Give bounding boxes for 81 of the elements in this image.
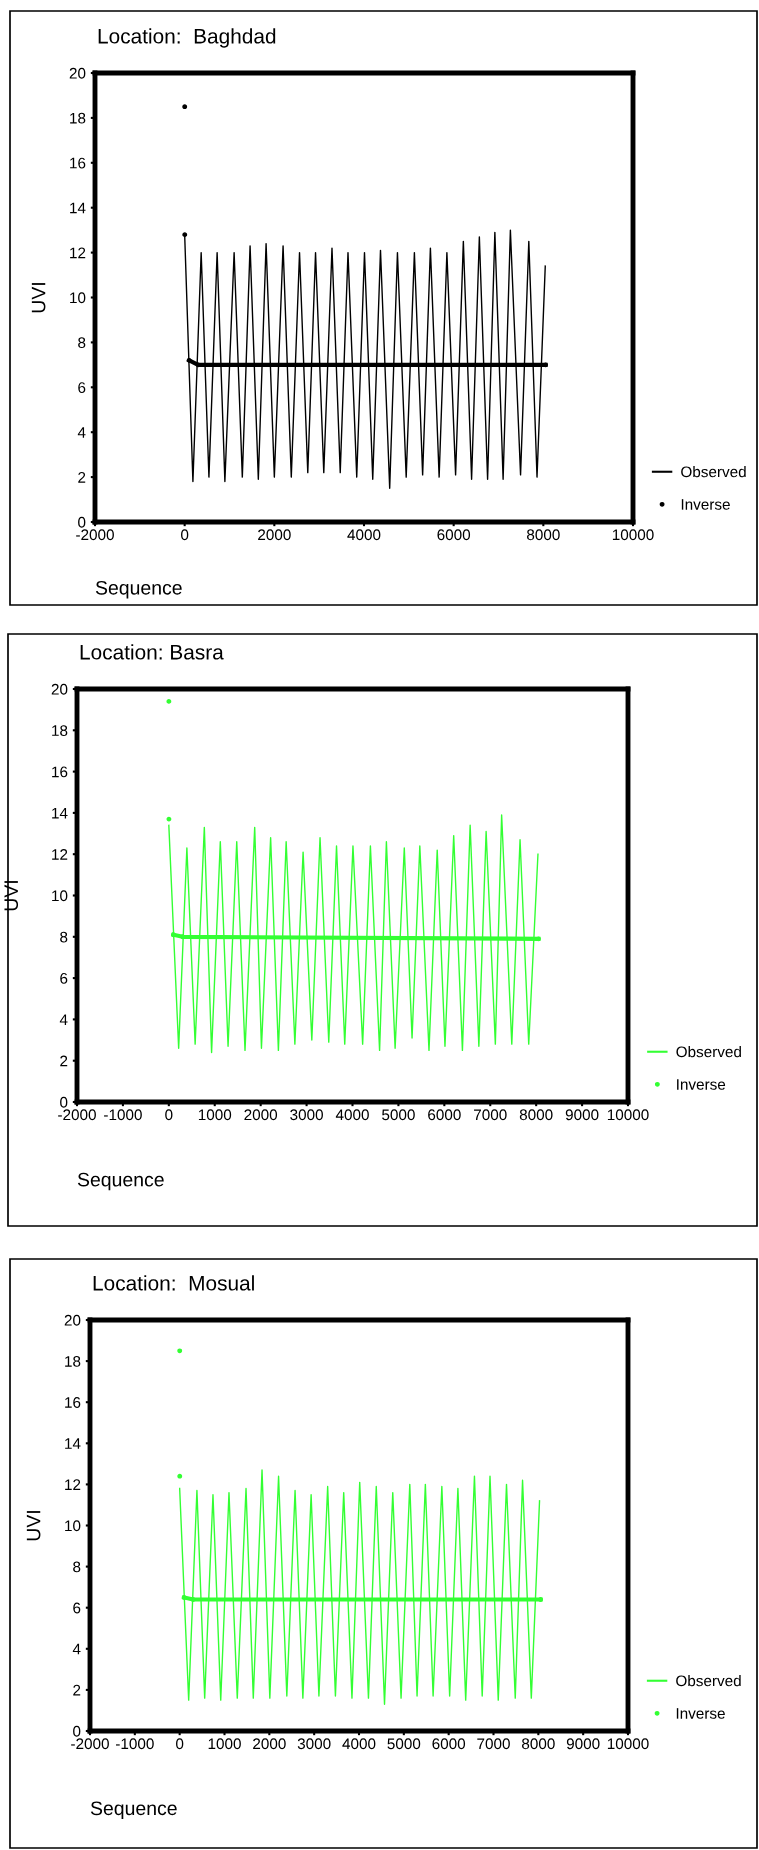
y-tick-label: 6 <box>73 1602 81 1614</box>
x-tick-label: 10000 <box>607 1109 649 1121</box>
x-tick-label: 4000 <box>342 1738 376 1750</box>
y-tick-label: 10 <box>52 890 68 902</box>
x-axis-title: Sequence <box>90 1801 177 1819</box>
chart-title: Location: Mosual <box>93 1275 254 1291</box>
x-tick-label: -2000 <box>76 529 114 541</box>
y-axis-title: UVI <box>31 283 46 313</box>
x-tick-label: -2000 <box>58 1109 96 1121</box>
y-tick-label: 2 <box>60 1055 68 1067</box>
x-axis-title: Sequence <box>95 580 182 599</box>
y-tick-label: 12 <box>65 1479 81 1490</box>
x-tick-label: -1000 <box>115 1738 154 1750</box>
y-tick-label: 8 <box>60 931 68 943</box>
x-tick-label: 6000 <box>432 1738 466 1750</box>
legend-label: Inverse <box>681 499 730 510</box>
legend-label: Observed <box>681 466 746 478</box>
x-tick-label: 1000 <box>208 1738 241 1750</box>
y-tick-label: 18 <box>70 112 86 124</box>
y-tick-label: 14 <box>52 807 68 819</box>
x-tick-label: 0 <box>181 529 189 541</box>
y-tick-label: 16 <box>65 1397 81 1408</box>
x-tick-label: 8000 <box>519 1109 553 1121</box>
x-tick-label: 9000 <box>565 1109 599 1121</box>
y-tick-label: 2 <box>78 471 86 483</box>
y-tick-label: 4 <box>77 427 86 438</box>
y-tick-label: 20 <box>51 683 68 695</box>
y-tick-label: 12 <box>70 247 86 259</box>
legend-label: Observed <box>676 1675 741 1687</box>
y-tick-label: 14 <box>70 202 86 214</box>
chart-title: Location: Baghdad <box>98 28 276 48</box>
x-tick-label: 6000 <box>428 1109 461 1121</box>
y-tick-label: 18 <box>52 725 68 736</box>
x-tick-label: 2000 <box>258 529 291 541</box>
chart-title: Location: Basra <box>80 644 224 660</box>
x-tick-label: 3000 <box>297 1738 331 1750</box>
x-tick-label: -1000 <box>104 1109 142 1121</box>
x-tick-label: 4000 <box>335 1109 369 1121</box>
x-tick-label: 10000 <box>612 529 654 541</box>
y-tick-label: 12 <box>52 849 68 860</box>
y-tick-label: 10 <box>70 292 86 304</box>
y-tick-label: 4 <box>72 1643 81 1655</box>
y-tick-label: 0 <box>73 1725 81 1737</box>
y-tick-label: 16 <box>70 157 86 169</box>
y-tick-label: 0 <box>78 516 86 528</box>
x-tick-label: 1000 <box>198 1109 232 1121</box>
x-tick-label: 8000 <box>522 1738 555 1750</box>
y-tick-label: 4 <box>59 1014 68 1025</box>
y-tick-label: 18 <box>65 1355 81 1367</box>
x-tick-label: 5000 <box>382 1109 415 1121</box>
x-tick-label: 0 <box>176 1738 184 1750</box>
x-tick-label: 10000 <box>607 1738 649 1750</box>
y-axis-title: UVI <box>26 1511 41 1541</box>
y-tick-label: 2 <box>73 1684 81 1696</box>
x-tick-label: 9000 <box>566 1738 600 1750</box>
x-tick-label: 4000 <box>347 529 381 541</box>
y-tick-label: 0 <box>60 1096 68 1108</box>
legend-label: Inverse <box>677 1079 726 1090</box>
x-tick-label: 0 <box>165 1109 173 1121</box>
legend-label: Observed <box>676 1046 741 1058</box>
x-tick-label: 7000 <box>474 1109 507 1121</box>
x-tick-label: 2000 <box>244 1109 278 1121</box>
y-tick-label: 8 <box>73 1561 81 1573</box>
y-tick-label: 20 <box>69 67 86 79</box>
x-tick-label: -2000 <box>71 1738 109 1750</box>
x-tick-label: 5000 <box>387 1738 421 1750</box>
y-tick-label: 14 <box>65 1438 81 1449</box>
y-tick-label: 10 <box>65 1520 81 1532</box>
y-tick-label: 6 <box>78 382 86 393</box>
x-tick-label: 7000 <box>477 1738 510 1750</box>
y-tick-label: 6 <box>60 972 68 984</box>
x-tick-label: 8000 <box>527 529 560 541</box>
x-axis-title: Sequence <box>77 1172 164 1191</box>
y-axis-title: UVI <box>4 881 19 911</box>
x-tick-label: 3000 <box>290 1109 323 1121</box>
y-tick-label: 8 <box>78 337 86 349</box>
x-tick-label: 2000 <box>253 1738 286 1750</box>
x-tick-label: 6000 <box>437 529 471 541</box>
legend-label: Inverse <box>676 1708 725 1719</box>
y-tick-label: 20 <box>64 1314 81 1326</box>
y-tick-label: 16 <box>52 766 68 778</box>
